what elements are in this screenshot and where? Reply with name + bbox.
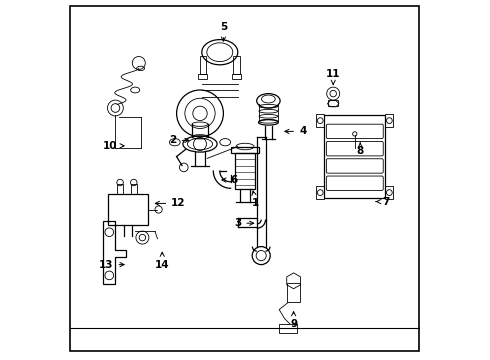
Bar (386, 114, 393, 127)
Text: 8: 8 (357, 143, 364, 156)
Bar (198, 74, 207, 79)
Text: 9: 9 (290, 312, 297, 329)
Bar (287, 283, 300, 302)
Text: 3: 3 (234, 218, 254, 228)
Bar (316, 186, 324, 199)
Text: 14: 14 (155, 252, 170, 270)
Text: 13: 13 (99, 260, 124, 270)
Bar (386, 186, 393, 199)
Bar (328, 100, 338, 106)
Text: 10: 10 (103, 141, 124, 151)
Text: 6: 6 (222, 175, 238, 185)
Text: 12: 12 (155, 198, 186, 208)
Text: 5: 5 (220, 22, 227, 41)
Bar (131, 184, 137, 194)
Text: 4: 4 (285, 126, 306, 136)
Bar (324, 115, 386, 198)
Bar (279, 324, 297, 333)
Text: 1: 1 (252, 191, 259, 208)
Bar (108, 194, 148, 225)
Bar (117, 184, 123, 194)
Text: 7: 7 (376, 197, 389, 207)
Bar (235, 153, 255, 189)
Bar (316, 114, 324, 127)
Bar (233, 56, 240, 74)
Bar (200, 56, 206, 74)
Bar (232, 74, 242, 79)
Bar (231, 147, 259, 153)
Text: 11: 11 (326, 69, 341, 85)
Text: 2: 2 (170, 135, 189, 145)
